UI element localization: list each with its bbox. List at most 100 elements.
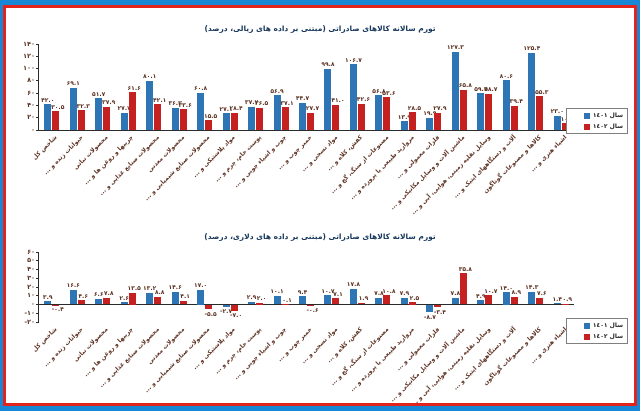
value-label: ۱۴.۰ [499, 284, 513, 292]
bar-year1401 [528, 291, 536, 305]
value-label: ۴۴.۷ [295, 95, 310, 103]
bar-year1401 [120, 302, 128, 305]
value-label: ۱۳.۲ [143, 285, 157, 293]
y-tick-label: -۲۰ [24, 317, 35, 326]
dollar-chart-title: تورم سالانه کالاهای صادراتی (مبتنی بر دا… [204, 232, 436, 241]
legend-item-year1402: سال ١٤٠٢ [571, 333, 623, 340]
bar-year1401 [44, 104, 52, 130]
y-tick-mark [36, 68, 39, 70]
legend-color-swatch [583, 322, 590, 329]
value-label: ۱۰.۷ [484, 287, 498, 295]
bar-year1402 [128, 92, 136, 130]
value-label: -۳.۴ [433, 308, 446, 316]
value-label: ۱۴.۳ [525, 284, 539, 292]
bar-year1402 [77, 300, 85, 305]
value-label: ۱۷.۸ [346, 281, 361, 289]
value-label: ۲.۹ [246, 294, 257, 302]
y-tick-label: ۱۰۰ [23, 64, 35, 73]
bar-year1401 [528, 52, 536, 130]
rial-chart-title: تورم سالانه کالاهای صادراتی (مبتنی بر دا… [204, 24, 436, 33]
rial-chart-plot-area: ۱۴۰ ۱۲۰ ۱۰۰ ۸۰ ۶۰ ۴۰ ۲۰ ۰ شاخص کل حیوانات زنده و … [23, 40, 574, 216]
value-label: ۲.۰ [256, 295, 267, 303]
legend-item-year1401: سال ١٤٠١ [571, 322, 623, 329]
bar-year1401 [273, 295, 281, 305]
value-label: ۸.۹ [511, 289, 522, 297]
bar-year1401 [44, 301, 52, 305]
bar-year1402 [307, 304, 314, 306]
category-label-text: پوست خام، چرم و ... [213, 134, 263, 184]
bar-year1402 [383, 295, 391, 305]
bar-year1401 [146, 292, 154, 305]
legend-item-label: سال ١٤٠٢ [592, 333, 623, 340]
value-label: ۶۱.۶ [127, 84, 141, 92]
y-tick-mark [36, 80, 39, 82]
y-tick-label: ۴۰ [27, 265, 35, 273]
legend-color-swatch [583, 123, 590, 130]
y-tick-mark [36, 92, 39, 94]
category-label-text: فلزات معمولی و ... [394, 326, 441, 373]
bar-year1402 [332, 298, 340, 305]
value-label: ۱۳.۵ [127, 285, 141, 293]
value-label: ۷.۸ [450, 290, 461, 298]
bar-year1402 [408, 112, 416, 130]
bar-year1402 [510, 296, 518, 305]
bar-year1401 [426, 117, 434, 130]
y-tick-mark [36, 129, 39, 131]
bar-year1401 [222, 113, 230, 130]
y-tick-label: ۱۲۰ [23, 51, 35, 60]
legend-item-label: سال ١٤٠٢ [592, 123, 623, 130]
bar-year1401 [248, 106, 256, 130]
value-label: ۳۷.۱ [280, 99, 294, 107]
value-label: ۳۷.۷ [244, 99, 259, 107]
y-tick-label: ۱۴۰ [23, 39, 35, 48]
y-tick-label: ۸۰ [27, 76, 35, 85]
bar-year1401 [171, 291, 179, 305]
bar-year1402 [357, 103, 365, 130]
bar-year1401 [248, 301, 256, 305]
x-axis-line [39, 129, 574, 131]
value-label: ۵۸.۷ [484, 86, 498, 94]
value-label: ۱۶.۶ [66, 282, 80, 290]
y-tick-mark [36, 104, 39, 106]
bar-year1402 [459, 89, 467, 130]
value-label: ۳۳.۶ [178, 101, 192, 109]
y-tick-mark [36, 55, 39, 57]
bar-year1401 [324, 68, 332, 130]
y-tick-mark [36, 251, 39, 253]
value-label: -۲.۷ [220, 308, 233, 316]
category-label-text: پوست خام، چرم و ... [213, 326, 263, 376]
y-tick-mark [36, 43, 39, 45]
bar-year1402 [561, 303, 569, 305]
dollar-chart-legend: سال ١٤٠١ سال ١٤٠٢ [566, 318, 628, 344]
bar-year1401 [502, 80, 510, 130]
value-label: ۸۰.۶ [499, 72, 513, 80]
bar-year1402 [307, 112, 314, 130]
category-label-text: فلزات معمولی و ... [394, 134, 441, 181]
value-label: ۲۷.۷ [117, 105, 131, 113]
bar-year1402 [434, 112, 442, 130]
rial-inflation-chart: تورم سالانه کالاهای صادراتی (مبتنی بر دا… [12, 24, 628, 216]
value-label: ۱۰۶.۷ [344, 56, 362, 64]
value-label: ۱۵.۵ [203, 112, 218, 120]
bar-year1402 [332, 104, 340, 130]
bar-year1401 [299, 102, 306, 130]
bar-year1402 [205, 304, 213, 310]
bar-year1401 [349, 64, 357, 130]
bar-year1401 [400, 297, 408, 305]
inner-red-frame: تورم سالانه کالاهای صادراتی (مبتنی بر دا… [3, 5, 637, 406]
value-label: ۲۸.۵ [407, 104, 422, 112]
bar-year1402 [281, 107, 289, 130]
bar-year1402 [230, 112, 238, 130]
bar-year1402 [103, 297, 111, 305]
value-label: ۶.۶ [93, 291, 104, 299]
y-tick-mark [36, 277, 39, 279]
value-label: ۸۰.۱ [143, 73, 157, 81]
y-tick-label: ۲۰ [27, 282, 35, 291]
value-label: ۵۵.۳ [535, 88, 549, 96]
bar-year1401 [324, 295, 332, 305]
value-label: ۱۰.۸ [382, 287, 396, 295]
value-label: -۸.۷ [423, 313, 436, 321]
bar-year1401 [502, 292, 510, 305]
bar-year1402 [510, 105, 518, 130]
dollar-chart-plot-area: ۶۰ ۵۰ ۴۰ ۳۰ ۲۰ ۱۰ ۰ -۱۰ -۲۰ شاخص کل حیوانات زنده و… [24, 248, 574, 403]
